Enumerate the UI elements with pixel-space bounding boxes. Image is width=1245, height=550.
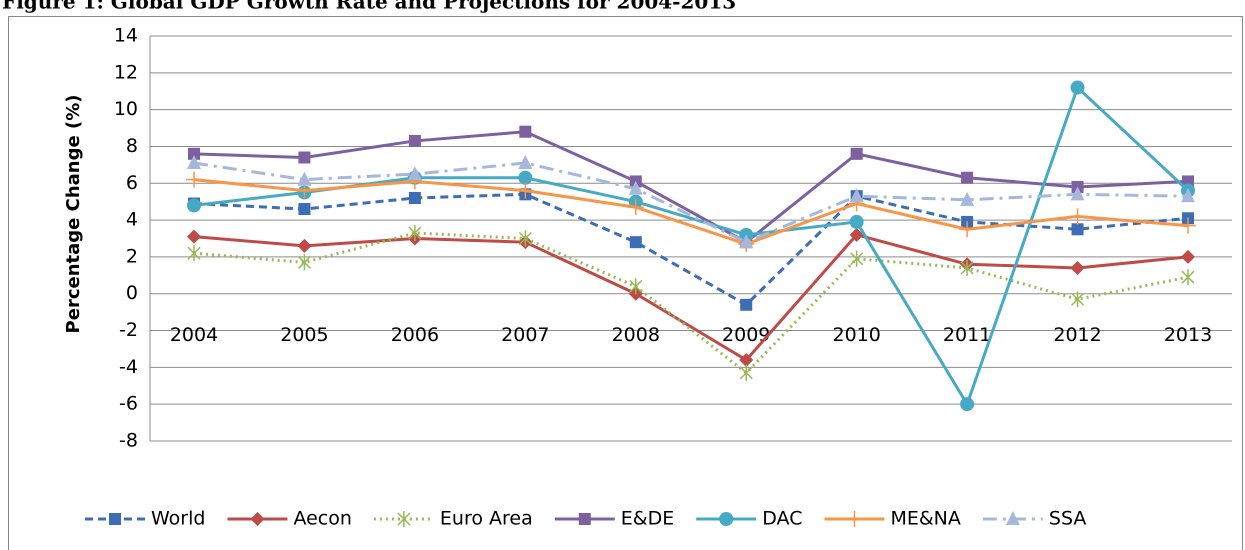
x-tick-label: 2013 xyxy=(1164,324,1212,346)
marker xyxy=(1071,223,1084,236)
x-tick-label: 2011 xyxy=(943,324,991,346)
marker xyxy=(408,224,422,241)
marker xyxy=(187,155,201,170)
marker xyxy=(517,182,534,199)
marker xyxy=(739,364,753,381)
y-tick-label: 0 xyxy=(126,282,138,304)
marker xyxy=(1069,208,1086,225)
marker xyxy=(407,166,422,181)
legend-label: Aecon xyxy=(293,508,351,530)
marker xyxy=(188,147,200,160)
x-tick-label: 2006 xyxy=(391,324,439,346)
legend-label: World xyxy=(151,508,205,530)
y-tick-label: -8 xyxy=(119,430,138,452)
marker xyxy=(186,171,202,188)
marker xyxy=(739,353,754,367)
marker xyxy=(959,221,976,238)
marker xyxy=(297,238,312,253)
marker xyxy=(740,298,753,311)
marker xyxy=(187,245,201,262)
marker xyxy=(628,180,643,195)
marker xyxy=(298,203,311,216)
marker xyxy=(408,134,421,147)
legend-label: SSA xyxy=(1049,508,1086,530)
marker xyxy=(297,171,312,186)
marker xyxy=(849,227,864,242)
x-tick-label: 2009 xyxy=(722,324,770,346)
marker xyxy=(960,191,975,206)
y-tick-label: -6 xyxy=(119,393,138,415)
series-line xyxy=(193,161,1189,244)
y-tick-label: -2 xyxy=(119,319,138,341)
series-line xyxy=(193,192,1189,307)
chart-title: Figure 1: Global GDP Growth Rate and Pro… xyxy=(2,0,736,14)
marker xyxy=(849,214,864,229)
marker xyxy=(739,234,754,249)
marker xyxy=(849,188,864,203)
marker xyxy=(187,229,201,244)
marker xyxy=(627,199,644,216)
marker xyxy=(518,230,532,247)
marker xyxy=(187,198,201,213)
chart-frame xyxy=(8,16,1243,550)
y-tick-label: 12 xyxy=(114,61,138,83)
x-tick-label: 2010 xyxy=(832,324,880,346)
y-tick-label: 4 xyxy=(126,209,138,231)
marker xyxy=(1181,269,1195,286)
marker xyxy=(397,511,411,527)
marker xyxy=(408,192,421,204)
marker xyxy=(519,125,532,138)
marker xyxy=(1181,249,1195,264)
marker xyxy=(1071,291,1085,308)
x-tick-label: 2005 xyxy=(280,324,328,346)
series-line xyxy=(193,178,1189,246)
x-tick-label: 2007 xyxy=(501,324,549,346)
marker xyxy=(298,151,311,164)
legend-label: DAC xyxy=(762,508,802,530)
series-line xyxy=(193,130,1189,244)
marker xyxy=(1070,186,1085,201)
marker xyxy=(719,512,734,526)
marker xyxy=(1070,80,1085,95)
series-line xyxy=(193,84,1190,408)
marker xyxy=(518,170,533,185)
marker xyxy=(629,278,643,295)
legend-label: E&DE xyxy=(621,508,674,530)
y-tick-label: 10 xyxy=(114,98,138,120)
marker xyxy=(1181,188,1195,203)
legend-label: ME&NA xyxy=(890,508,960,530)
marker xyxy=(1070,260,1085,275)
marker xyxy=(961,171,974,184)
series-line xyxy=(193,233,1189,362)
marker xyxy=(578,513,591,525)
marker xyxy=(629,236,642,249)
legend-label: Euro Area xyxy=(440,508,533,530)
series-line xyxy=(193,231,1189,375)
marker xyxy=(518,155,533,170)
x-tick-label: 2004 xyxy=(170,324,218,346)
x-tick-label: 2008 xyxy=(612,324,660,346)
marker xyxy=(297,254,311,271)
marker xyxy=(850,250,864,267)
y-tick-label: -4 xyxy=(119,356,138,378)
marker xyxy=(846,511,863,527)
marker xyxy=(960,397,975,412)
marker xyxy=(960,259,974,276)
y-tick-label: 6 xyxy=(126,172,138,194)
y-axis-label: Percentage Change (%) xyxy=(63,95,84,334)
marker xyxy=(250,512,265,526)
y-tick-label: 14 xyxy=(114,25,138,47)
marker xyxy=(1180,217,1196,234)
y-tick-label: 8 xyxy=(126,135,138,157)
marker xyxy=(1005,511,1020,525)
marker xyxy=(850,147,863,160)
marker xyxy=(109,513,121,525)
x-tick-label: 2012 xyxy=(1053,324,1101,346)
y-tick-label: 2 xyxy=(126,245,138,267)
